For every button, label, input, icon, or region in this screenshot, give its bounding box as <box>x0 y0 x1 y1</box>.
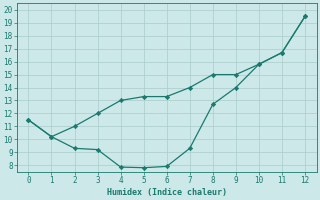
X-axis label: Humidex (Indice chaleur): Humidex (Indice chaleur) <box>107 188 227 197</box>
